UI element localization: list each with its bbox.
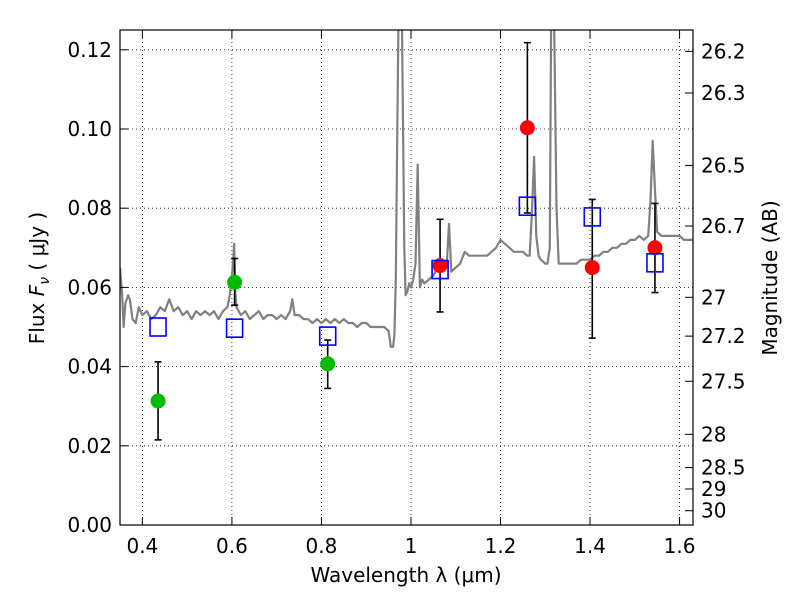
model-square-marker bbox=[149, 317, 167, 337]
x-tick-label: 1.6 bbox=[664, 534, 696, 558]
nir-data-point bbox=[519, 120, 535, 136]
x-tick-label: 1 bbox=[405, 534, 418, 558]
y-axis-ticks: 0.00 0.02 0.04 0.06 0.08 0.10 0.12 bbox=[67, 38, 128, 537]
y-tick-label: 0.10 bbox=[67, 117, 112, 141]
model-square-marker bbox=[318, 326, 337, 346]
right-tick-label: 29 bbox=[701, 477, 726, 501]
y-tick-label: 0.06 bbox=[67, 275, 112, 299]
nir-data-point bbox=[584, 260, 600, 276]
plot-area bbox=[120, 30, 693, 525]
model-square-marker bbox=[518, 196, 537, 217]
x-axis-ticks: 0.4 0.6 0.8 1 1.2 1.4 1.6 bbox=[126, 30, 695, 558]
model-square-marker bbox=[431, 259, 449, 280]
optical-data-point bbox=[320, 356, 336, 372]
right-tick-label: 26.7 bbox=[701, 214, 746, 238]
right-tick-label: 26.3 bbox=[701, 81, 746, 105]
data-layer bbox=[120, 30, 693, 441]
grid bbox=[120, 30, 693, 526]
x-tick-label: 0.6 bbox=[216, 534, 248, 558]
y-tick-label: 0.08 bbox=[67, 196, 112, 220]
y-tick-label: 0.12 bbox=[67, 38, 112, 62]
right-axis-label: Magnitude (AB) bbox=[758, 200, 782, 355]
x-tick-label: 0.4 bbox=[126, 534, 158, 558]
x-tick-label: 0.8 bbox=[306, 534, 338, 558]
right-tick-label: 26.2 bbox=[701, 39, 746, 63]
optical-data-point bbox=[150, 393, 166, 409]
y-tick-label: 0.00 bbox=[67, 513, 112, 537]
x-tick-label: 1.2 bbox=[485, 534, 517, 558]
y-axis-label: Flux Fν ( μJy ) bbox=[25, 212, 53, 344]
model-square-marker bbox=[646, 253, 664, 273]
nir-data-point bbox=[432, 258, 448, 274]
plot-frame bbox=[119, 29, 694, 526]
right-tick-label: 27.2 bbox=[701, 324, 746, 348]
model-square-marker bbox=[583, 207, 602, 227]
x-axis-label: Wavelength λ (μm) bbox=[310, 563, 501, 587]
optical-data-point bbox=[227, 274, 243, 290]
right-tick-label: 28 bbox=[701, 422, 726, 446]
right-tick-label: 28.5 bbox=[701, 456, 746, 480]
x-tick-label: 1.4 bbox=[574, 534, 606, 558]
right-tick-label: 27.5 bbox=[701, 369, 746, 393]
y-tick-label: 0.04 bbox=[67, 355, 112, 379]
right-tick-label: 26.5 bbox=[701, 153, 746, 177]
model-square-marker bbox=[225, 318, 244, 338]
right-tick-label: 27 bbox=[701, 285, 726, 309]
y-tick-label: 0.02 bbox=[67, 434, 112, 458]
nir-data-point bbox=[647, 240, 663, 256]
sed-line bbox=[120, 30, 693, 348]
right-tick-label: 30 bbox=[701, 499, 726, 523]
